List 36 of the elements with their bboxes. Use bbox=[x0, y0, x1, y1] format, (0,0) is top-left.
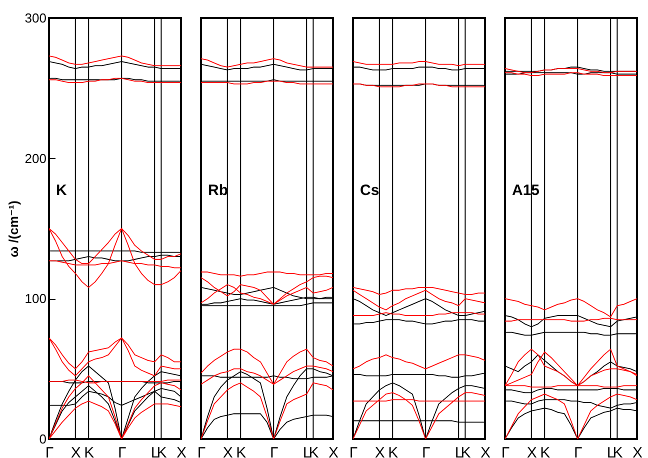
annotation: Cs bbox=[360, 182, 380, 199]
x-tick-label: X bbox=[70, 444, 81, 458]
x-tick-label: K bbox=[84, 444, 94, 458]
annotation: Rb bbox=[208, 182, 228, 199]
x-tick-label: X bbox=[176, 444, 187, 458]
x-tick-label: Γ bbox=[270, 444, 278, 458]
x-tick-label: X bbox=[632, 444, 643, 458]
x-tick-label: K bbox=[156, 444, 167, 458]
x-tick-label: K bbox=[460, 444, 471, 458]
x-tick-label: Γ bbox=[349, 444, 358, 458]
x-tick-label: L bbox=[606, 444, 616, 458]
x-tick-label: Γ bbox=[574, 444, 582, 458]
x-tick-label: X bbox=[328, 444, 339, 458]
x-tick-label: X bbox=[222, 444, 233, 458]
x-tick-label: X bbox=[374, 444, 385, 458]
x-tick-label: Γ bbox=[197, 444, 206, 458]
x-tick-label: Γ bbox=[45, 444, 54, 458]
y-tick-label: 200 bbox=[24, 150, 46, 166]
x-tick-label: K bbox=[540, 444, 550, 458]
x-tick-label: Γ bbox=[422, 444, 430, 458]
y-tick-label: 0 bbox=[39, 432, 46, 446]
x-tick-label: X bbox=[526, 444, 537, 458]
x-tick-label: Γ bbox=[118, 444, 126, 458]
y-tick-label: 100 bbox=[24, 291, 46, 306]
annotation: K bbox=[56, 182, 67, 199]
y-axis-title: ω /(cm⁻¹) bbox=[6, 200, 21, 258]
x-tick-label: L bbox=[454, 444, 464, 458]
x-tick-label: X bbox=[480, 444, 491, 458]
x-tick-label: K bbox=[236, 444, 246, 458]
y-tick-label: 300 bbox=[24, 10, 46, 26]
x-tick-label: K bbox=[388, 444, 398, 458]
x-tick-label: L bbox=[150, 444, 160, 458]
x-tick-label: K bbox=[308, 444, 319, 458]
x-tick-label: L bbox=[302, 444, 312, 458]
x-tick-label: K bbox=[612, 444, 623, 458]
x-tick-label: Γ bbox=[501, 444, 510, 458]
